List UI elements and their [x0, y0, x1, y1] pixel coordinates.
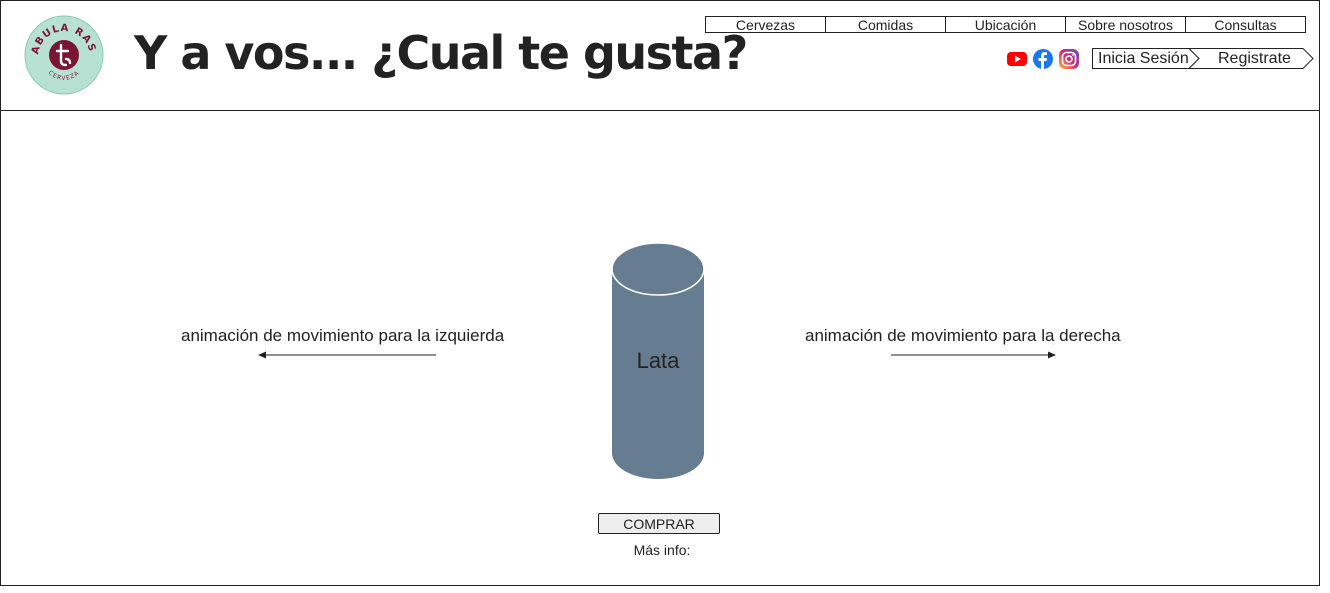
- facebook-icon[interactable]: [1033, 49, 1053, 69]
- can-label: Lata: [636, 348, 680, 373]
- can-illustration: [611, 242, 705, 479]
- nav-item-comidas[interactable]: Comidas: [825, 16, 946, 33]
- nav-item-sobre-nosotros[interactable]: Sobre nosotros: [1065, 16, 1186, 33]
- left-arrow: [258, 351, 436, 359]
- nav-item-cervezas[interactable]: Cervezas: [705, 16, 826, 33]
- register-link[interactable]: Registrate: [1218, 50, 1291, 67]
- auth-breadcrumb: Inicia Sesión Registrate: [1092, 48, 1314, 69]
- nav-item-ubicacion[interactable]: Ubicación: [945, 16, 1066, 33]
- login-link[interactable]: Inicia Sesión: [1098, 50, 1189, 67]
- right-animation-label: animación de movimiento para la derecha: [805, 326, 1121, 345]
- buy-button[interactable]: COMPRAR: [598, 513, 720, 534]
- instagram-icon[interactable]: [1059, 49, 1079, 69]
- site-header: TABULA RASA CERVEZA Y a vos... ¿Cual te …: [0, 0, 1320, 111]
- left-animation-label: animación de movimiento para la izquierd…: [181, 326, 505, 345]
- brand-logo[interactable]: TABULA RASA CERVEZA: [24, 15, 104, 95]
- more-info-link[interactable]: Más info:: [633, 542, 691, 558]
- nav-item-consultas[interactable]: Consultas: [1185, 16, 1306, 33]
- page-title: Y a vos... ¿Cual te gusta?: [134, 26, 748, 80]
- auth-outline: [1092, 48, 1314, 69]
- youtube-icon[interactable]: [1007, 49, 1027, 69]
- main-nav: Cervezas Comidas Ubicación Sobre nosotro…: [705, 16, 1306, 33]
- right-arrow: [891, 351, 1056, 359]
